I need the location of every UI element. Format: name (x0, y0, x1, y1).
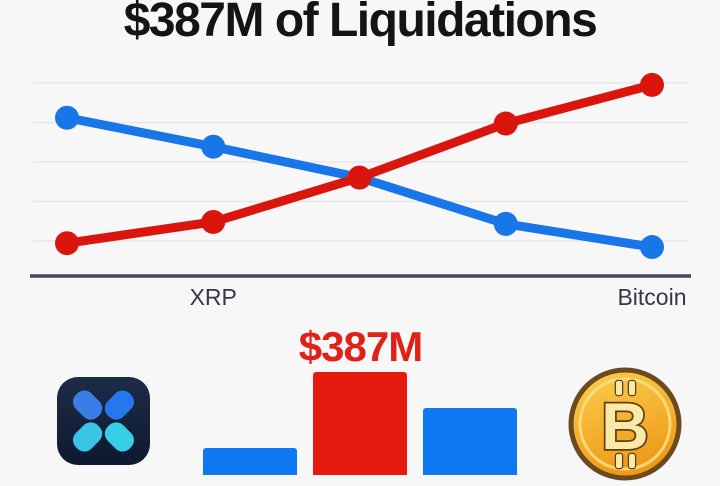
data-point-bitcoin (201, 209, 226, 234)
x-axis-label-bitcoin: Bitcoin (617, 284, 686, 310)
data-point-bitcoin (640, 72, 664, 97)
page-title: $387M of Liquidations (123, 0, 598, 47)
xaman-xrp-wallet-app-icon (57, 377, 150, 465)
data-point-xrp (201, 134, 226, 159)
bar-right-blue (423, 408, 517, 475)
svg-text:B: B (601, 389, 649, 463)
data-point-xrp (55, 105, 79, 130)
data-point-bitcoin (347, 165, 372, 190)
app-icon-background (57, 377, 150, 465)
bitcoin-coin-icon: B (568, 367, 682, 481)
bar-left-blue (203, 448, 297, 475)
bar-value-label: $387M (298, 323, 423, 370)
data-point-bitcoin (493, 111, 518, 136)
x-glyph-icon (72, 390, 135, 452)
line-chart: XRP Bitcoin (30, 72, 691, 310)
bitcoin-symbol-icon: B (599, 379, 651, 470)
coin-inner-ring (578, 377, 672, 471)
bar-chart (203, 372, 517, 475)
bar-center-red (313, 372, 407, 475)
data-point-xrp (640, 235, 664, 260)
data-point-xrp (493, 211, 518, 236)
liquidations-infographic: { "title": "$387M of Liquidations", "lab… (30, 0, 691, 481)
data-point-bitcoin (55, 231, 79, 256)
x-axis-label-xrp: XRP (190, 284, 237, 310)
